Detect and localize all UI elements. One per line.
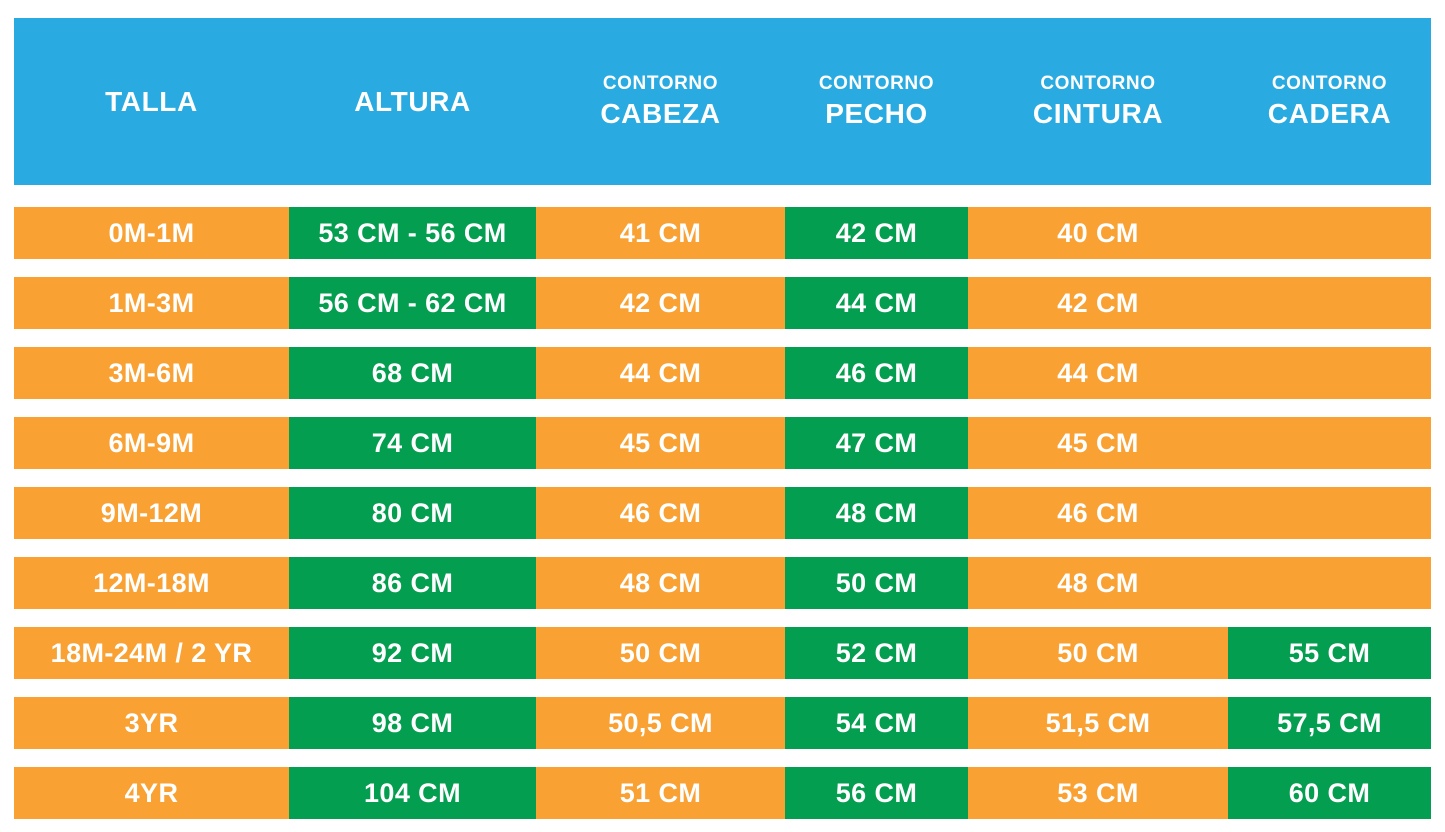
cell-cabeza: 44 CM: [536, 347, 785, 399]
cell-cadera: [1228, 277, 1431, 329]
cell-pecho: 50 CM: [785, 557, 968, 609]
cell-cadera: [1228, 207, 1431, 259]
cell-talla: 12M-18M: [14, 557, 289, 609]
table-row: 3M-6M 68 CM 44 CM 46 CM 44 CM: [14, 347, 1431, 399]
cell-cintura: 53 CM: [968, 767, 1228, 819]
cell-cintura: 42 CM: [968, 277, 1228, 329]
cell-cabeza: 46 CM: [536, 487, 785, 539]
cell-cabeza: 41 CM: [536, 207, 785, 259]
header-label-talla: TALLA: [105, 86, 198, 117]
cell-cabeza: 50 CM: [536, 627, 785, 679]
cell-pecho: 46 CM: [785, 347, 968, 399]
header-cell-contorno-cabeza: CONTORNO CABEZA: [536, 18, 785, 185]
cell-altura: 92 CM: [289, 627, 536, 679]
cell-pecho: 56 CM: [785, 767, 968, 819]
size-chart-table: TALLA ALTURA CONTORNO CABEZA CONTORNO PE…: [14, 18, 1431, 819]
cell-cintura: 45 CM: [968, 417, 1228, 469]
cell-cintura: 50 CM: [968, 627, 1228, 679]
header-label-cintura: CINTURA: [1032, 97, 1164, 129]
cell-cadera: [1228, 347, 1431, 399]
table-row: 12M-18M 86 CM 48 CM 50 CM 48 CM: [14, 557, 1431, 609]
header-cell-contorno-cintura: CONTORNO CINTURA: [968, 18, 1228, 185]
cell-altura: 56 CM - 62 CM: [289, 277, 536, 329]
cell-altura: 74 CM: [289, 417, 536, 469]
header-label-cabeza: CABEZA: [600, 97, 721, 129]
header-label-cadera: CADERA: [1267, 97, 1392, 129]
header-label-contorno: CONTORNO: [602, 73, 719, 95]
cell-cadera: 57,5 CM: [1228, 697, 1431, 749]
header-label-pecho: PECHO: [825, 97, 928, 129]
table-row: 0M-1M 53 CM - 56 CM 41 CM 42 CM 40 CM: [14, 207, 1431, 259]
cell-cintura: 40 CM: [968, 207, 1228, 259]
cell-talla: 3YR: [14, 697, 289, 749]
cell-talla: 4YR: [14, 767, 289, 819]
cell-altura: 80 CM: [289, 487, 536, 539]
cell-cadera: [1228, 557, 1431, 609]
cell-altura: 104 CM: [289, 767, 536, 819]
table-row: 4YR 104 CM 51 CM 56 CM 53 CM 60 CM: [14, 767, 1431, 819]
table-row: 18M-24M / 2 YR 92 CM 50 CM 52 CM 50 CM 5…: [14, 627, 1431, 679]
table-row: 1M-3M 56 CM - 62 CM 42 CM 44 CM 42 CM: [14, 277, 1431, 329]
cell-pecho: 44 CM: [785, 277, 968, 329]
cell-cintura: 48 CM: [968, 557, 1228, 609]
cell-cabeza: 42 CM: [536, 277, 785, 329]
cell-cadera: [1228, 487, 1431, 539]
header-label-contorno: CONTORNO: [1271, 73, 1388, 95]
header-cell-altura: ALTURA: [289, 18, 536, 185]
cell-talla: 9M-12M: [14, 487, 289, 539]
table-row: 3YR 98 CM 50,5 CM 54 CM 51,5 CM 57,5 CM: [14, 697, 1431, 749]
cell-pecho: 42 CM: [785, 207, 968, 259]
cell-pecho: 48 CM: [785, 487, 968, 539]
cell-cabeza: 51 CM: [536, 767, 785, 819]
cell-cintura: 51,5 CM: [968, 697, 1228, 749]
cell-altura: 53 CM - 56 CM: [289, 207, 536, 259]
cell-cabeza: 50,5 CM: [536, 697, 785, 749]
cell-talla: 6M-9M: [14, 417, 289, 469]
cell-altura: 68 CM: [289, 347, 536, 399]
cell-cabeza: 45 CM: [536, 417, 785, 469]
header-cell-contorno-pecho: CONTORNO PECHO: [785, 18, 968, 185]
table-header: TALLA ALTURA CONTORNO CABEZA CONTORNO PE…: [14, 18, 1431, 185]
cell-talla: 18M-24M / 2 YR: [14, 627, 289, 679]
cell-cintura: 44 CM: [968, 347, 1228, 399]
cell-pecho: 47 CM: [785, 417, 968, 469]
table-row: 9M-12M 80 CM 46 CM 48 CM 46 CM: [14, 487, 1431, 539]
cell-pecho: 54 CM: [785, 697, 968, 749]
cell-pecho: 52 CM: [785, 627, 968, 679]
cell-altura: 86 CM: [289, 557, 536, 609]
cell-altura: 98 CM: [289, 697, 536, 749]
header-label-altura: ALTURA: [354, 86, 471, 117]
cell-talla: 1M-3M: [14, 277, 289, 329]
cell-cadera: [1228, 417, 1431, 469]
header-cell-talla: TALLA: [14, 18, 289, 185]
header-label-contorno: CONTORNO: [1040, 73, 1156, 95]
table-row: 6M-9M 74 CM 45 CM 47 CM 45 CM: [14, 417, 1431, 469]
cell-talla: 0M-1M: [14, 207, 289, 259]
header-label-contorno: CONTORNO: [818, 73, 935, 95]
cell-talla: 3M-6M: [14, 347, 289, 399]
header-cell-contorno-cadera: CONTORNO CADERA: [1228, 18, 1431, 185]
cell-cadera: 60 CM: [1228, 767, 1431, 819]
cell-cadera: 55 CM: [1228, 627, 1431, 679]
cell-cabeza: 48 CM: [536, 557, 785, 609]
cell-cintura: 46 CM: [968, 487, 1228, 539]
